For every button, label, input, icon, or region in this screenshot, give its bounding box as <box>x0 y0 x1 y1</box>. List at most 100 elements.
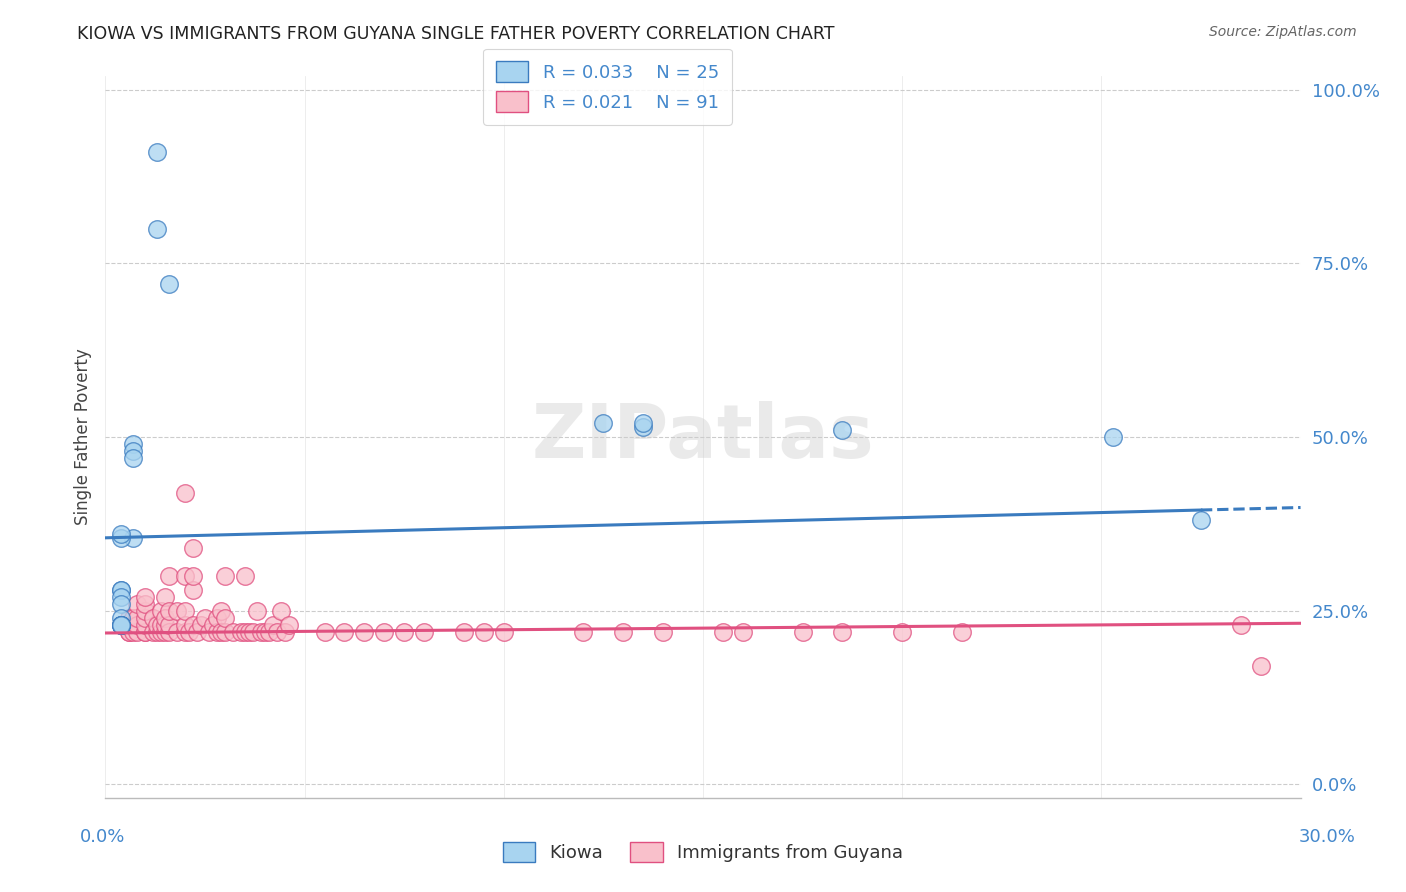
Point <box>233 624 256 639</box>
Point <box>118 624 141 639</box>
Point <box>150 604 173 618</box>
Point <box>134 597 156 611</box>
Point <box>1102 430 1125 444</box>
Point <box>612 624 634 639</box>
Point <box>157 569 180 583</box>
Point <box>214 611 236 625</box>
Point <box>831 624 853 639</box>
Point <box>353 624 375 639</box>
Point <box>157 617 180 632</box>
Point <box>122 531 145 545</box>
Point <box>273 624 295 639</box>
Point <box>246 604 269 618</box>
Point <box>142 611 165 625</box>
Point <box>134 611 156 625</box>
Point <box>134 624 156 639</box>
Point <box>146 624 169 639</box>
Point <box>633 416 655 430</box>
Point <box>205 624 228 639</box>
Point <box>209 624 232 639</box>
Point <box>270 604 292 618</box>
Point <box>110 617 132 632</box>
Point <box>572 624 595 639</box>
Point <box>110 617 132 632</box>
Point <box>202 617 225 632</box>
Point <box>134 624 156 639</box>
Text: KIOWA VS IMMIGRANTS FROM GUYANA SINGLE FATHER POVERTY CORRELATION CHART: KIOWA VS IMMIGRANTS FROM GUYANA SINGLE F… <box>77 25 835 43</box>
Legend: R = 0.033    N = 25, R = 0.021    N = 91: R = 0.033 N = 25, R = 0.021 N = 91 <box>484 49 731 125</box>
Point <box>209 604 232 618</box>
Point <box>122 611 145 625</box>
Point <box>157 604 180 618</box>
Point <box>242 624 264 639</box>
Point <box>233 569 256 583</box>
Point <box>153 617 177 632</box>
Point <box>792 624 814 639</box>
Point <box>122 450 145 465</box>
Point <box>146 221 169 235</box>
Point <box>1189 513 1212 527</box>
Point <box>392 624 416 639</box>
Point <box>214 569 236 583</box>
Point <box>150 617 173 632</box>
Point <box>174 617 197 632</box>
Point <box>110 617 132 632</box>
Point <box>134 590 156 604</box>
Point <box>110 531 132 545</box>
Point <box>214 624 236 639</box>
Point <box>118 624 141 639</box>
Point <box>181 582 204 597</box>
Point <box>174 624 197 639</box>
Point <box>146 617 169 632</box>
Point <box>122 437 145 451</box>
Point <box>257 624 280 639</box>
Point <box>110 590 132 604</box>
Point <box>181 569 204 583</box>
Point <box>314 624 336 639</box>
Point <box>205 611 228 625</box>
Point <box>122 444 145 458</box>
Point <box>831 423 853 437</box>
Point <box>711 624 734 639</box>
Point <box>110 617 132 632</box>
Point <box>118 617 141 632</box>
Point <box>652 624 675 639</box>
Text: 30.0%: 30.0% <box>1299 828 1355 846</box>
Point <box>950 624 973 639</box>
Point <box>250 624 273 639</box>
Point <box>492 624 515 639</box>
Point <box>277 617 299 632</box>
Point <box>153 590 177 604</box>
Point <box>1229 617 1251 632</box>
Point <box>146 145 169 160</box>
Point <box>177 624 201 639</box>
Point <box>229 624 252 639</box>
Point <box>222 624 245 639</box>
Point <box>166 624 188 639</box>
Point <box>238 624 260 639</box>
Point <box>127 617 149 632</box>
Point <box>198 624 221 639</box>
Point <box>592 416 614 430</box>
Point <box>174 604 197 618</box>
Point <box>181 541 204 556</box>
Point <box>127 611 149 625</box>
Text: Source: ZipAtlas.com: Source: ZipAtlas.com <box>1209 25 1357 39</box>
Legend: Kiowa, Immigrants from Guyana: Kiowa, Immigrants from Guyana <box>495 834 911 870</box>
Point <box>174 485 197 500</box>
Point <box>190 617 212 632</box>
Point <box>373 624 395 639</box>
Point <box>333 624 356 639</box>
Point <box>150 624 173 639</box>
Point <box>110 582 132 597</box>
Point <box>891 624 914 639</box>
Point <box>118 611 141 625</box>
Point <box>262 617 284 632</box>
Point <box>134 617 156 632</box>
Point <box>181 617 204 632</box>
Point <box>453 624 475 639</box>
Point <box>157 624 180 639</box>
Point <box>122 624 145 639</box>
Point <box>127 624 149 639</box>
Point <box>166 604 188 618</box>
